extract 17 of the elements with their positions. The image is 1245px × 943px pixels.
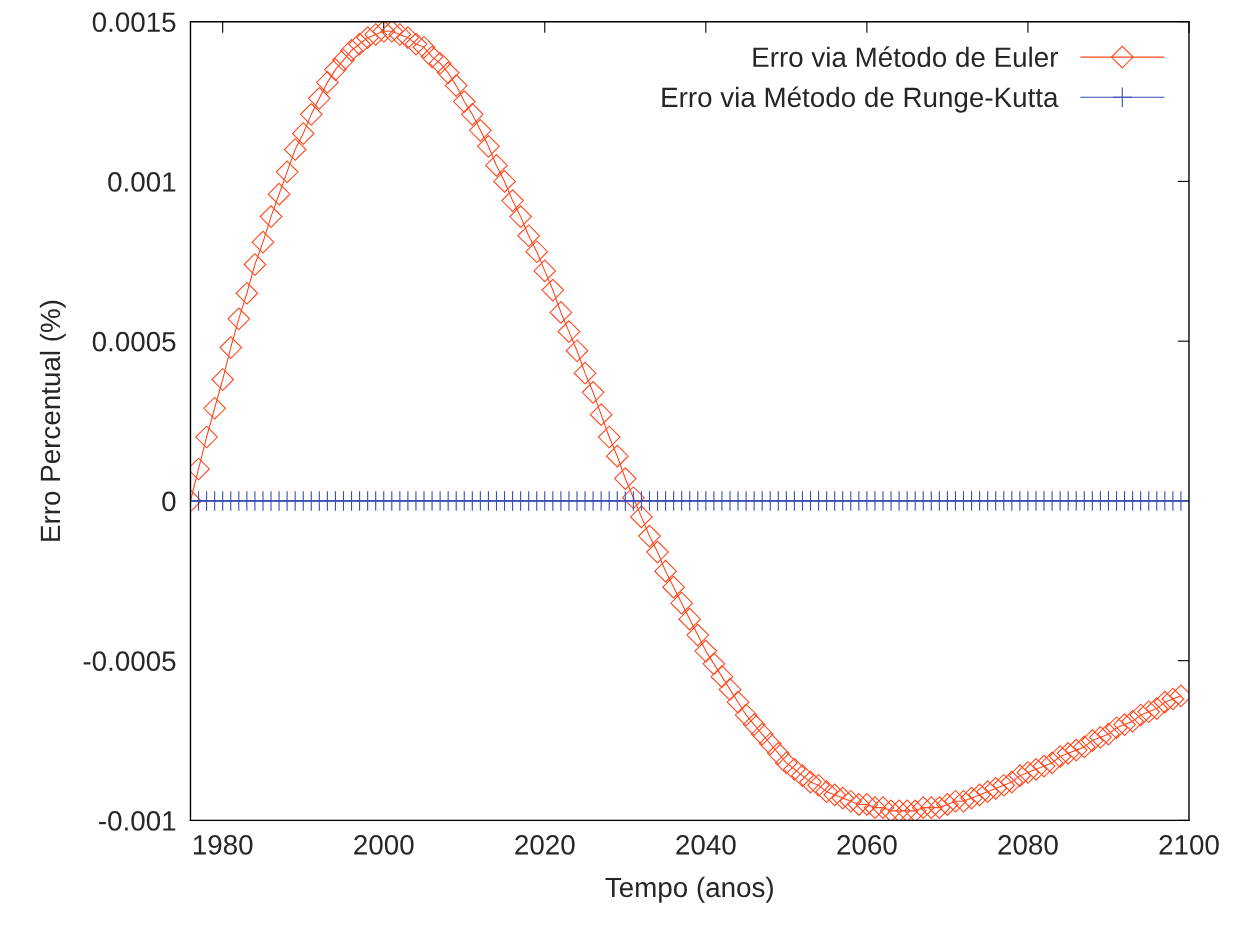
x-tick-label: 2020	[515, 835, 575, 855]
y-tick-label: -0.0005	[83, 651, 176, 671]
x-tick-label: 2080	[998, 835, 1058, 855]
x-axis-title: Tempo (anos)	[605, 876, 773, 903]
y-tick-label: 0.001	[108, 172, 176, 192]
x-tick-label: 2100	[1159, 835, 1219, 855]
x-tick-label: 2040	[676, 835, 736, 855]
y-tick-label: 0.0005	[92, 331, 176, 352]
x-tick-label: 2060	[837, 835, 897, 855]
y-tick-label: -0.001	[99, 811, 176, 831]
legend-label: Erro via Método de Euler	[753, 46, 1058, 68]
x-tick-label: 2000	[354, 835, 414, 855]
y-tick-label: 0	[162, 491, 176, 512]
legend-label: Erro via Método de Runge-Kutta	[662, 86, 1059, 113]
y-axis-title: Erro Percentual (%)	[39, 300, 66, 541]
y-tick-label: 0.0015	[92, 12, 176, 33]
x-tick-label: 1980	[193, 835, 253, 855]
